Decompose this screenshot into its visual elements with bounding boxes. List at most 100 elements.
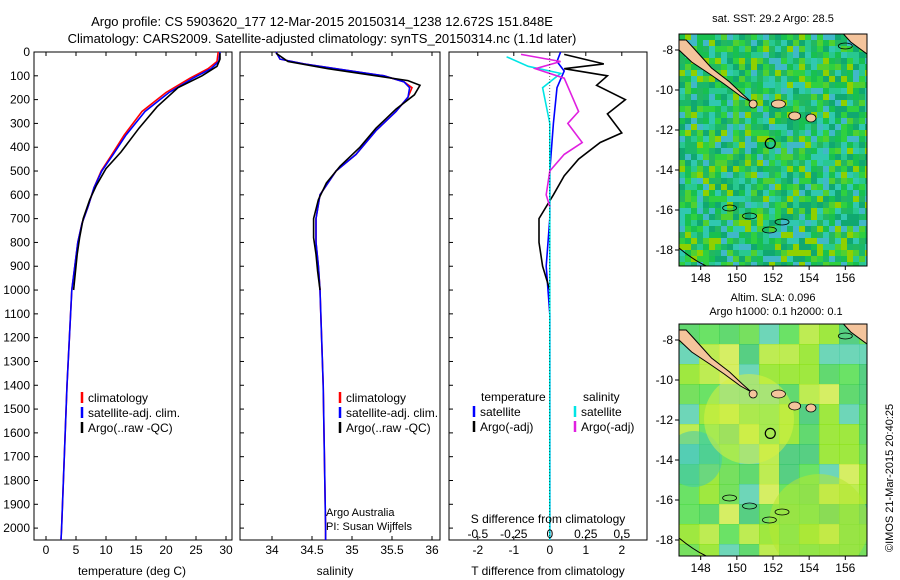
map-cell — [799, 40, 806, 47]
map-cell — [793, 40, 800, 47]
map-cell — [853, 154, 860, 161]
map-cell — [721, 34, 728, 41]
map-cell — [787, 184, 794, 191]
map-cell — [769, 208, 776, 215]
map-cell — [727, 76, 734, 83]
map-cell — [709, 124, 716, 131]
map-cell — [799, 82, 806, 89]
island — [788, 401, 802, 411]
map-cell — [679, 404, 700, 425]
map-cell — [853, 88, 860, 95]
map-cell — [819, 324, 840, 345]
map-cell — [835, 52, 842, 59]
map-cell — [691, 202, 698, 209]
y-tick-label: 1900 — [3, 497, 30, 511]
map-cell — [865, 250, 867, 257]
map-cell — [787, 244, 794, 251]
map-cell — [709, 238, 716, 245]
map-cell — [817, 244, 824, 251]
map-cell — [699, 364, 720, 385]
map-cell — [733, 238, 740, 245]
map-cell — [787, 118, 794, 125]
map-cell — [697, 142, 704, 149]
map-cell — [733, 52, 740, 59]
map-cell — [787, 64, 794, 71]
map-cell — [835, 190, 842, 197]
map-cell — [853, 106, 860, 113]
map-cell — [859, 130, 866, 137]
map-cell — [739, 178, 746, 185]
map-cell — [835, 82, 842, 89]
reef-outline — [742, 212, 757, 220]
map-cell — [775, 244, 782, 251]
map-cell — [679, 118, 686, 125]
map-cell — [769, 256, 776, 263]
map-cell — [811, 136, 818, 143]
map-cell — [817, 94, 824, 101]
map-cell — [805, 172, 812, 179]
map-cell — [751, 52, 758, 59]
credit-pi: PI: Susan Wijffels — [326, 521, 412, 533]
map-cell — [859, 166, 866, 173]
map-cell — [685, 64, 692, 71]
sdiff-xlabel: S difference from climatology — [471, 512, 626, 526]
map-cell — [805, 154, 812, 161]
map-cell — [781, 148, 788, 155]
map-cell — [859, 238, 866, 245]
map-cell — [703, 106, 710, 113]
map-cell — [841, 238, 848, 245]
map-cell — [697, 196, 704, 203]
map-cell — [757, 94, 764, 101]
map-cell — [733, 166, 740, 173]
map-cell — [829, 64, 836, 71]
map-cell — [757, 172, 764, 179]
map-cell — [853, 232, 860, 239]
map-cell — [769, 88, 776, 95]
map-cell — [805, 100, 812, 107]
map-cell — [847, 64, 854, 71]
map-cell — [745, 232, 752, 239]
map-cell — [787, 214, 794, 221]
map-cell — [763, 160, 770, 167]
map-cell — [733, 226, 740, 233]
map-cell — [847, 196, 854, 203]
argo-position-marker — [764, 427, 776, 439]
map-cell — [823, 130, 830, 137]
map-cell — [759, 464, 780, 485]
map-cell — [703, 208, 710, 215]
map-cell — [805, 94, 812, 101]
map-cell — [697, 226, 704, 233]
map-cell — [793, 106, 800, 113]
map-cell — [709, 76, 716, 83]
map-cell — [819, 444, 840, 465]
map-cell — [805, 136, 812, 143]
map-cell — [697, 154, 704, 161]
x-tick-label: 35.5 — [380, 543, 404, 557]
map-cell — [817, 190, 824, 197]
map-x-tick-label: 156 — [835, 561, 855, 575]
map-cell — [733, 106, 740, 113]
map-cell — [745, 172, 752, 179]
map-cell — [691, 94, 698, 101]
y-tick-label: 300 — [10, 116, 30, 130]
map-cell — [859, 118, 866, 125]
map-cell — [715, 112, 722, 119]
map-cell — [769, 226, 776, 233]
map-cell — [805, 232, 812, 239]
map-cell — [739, 64, 746, 71]
x-tick-label: 34 — [265, 543, 279, 557]
temperature-panel: 0 5 10 15 20 25 300100200300400500600700800900… — [3, 45, 233, 557]
map-cell — [835, 34, 842, 41]
map-cell — [751, 58, 758, 65]
map-cell — [811, 100, 818, 107]
map-cell — [865, 112, 867, 119]
map-cell — [769, 82, 776, 89]
map-cell — [739, 232, 746, 239]
map-cell — [679, 58, 686, 65]
map-cell — [793, 76, 800, 83]
map-cell — [763, 118, 770, 125]
map-cell — [799, 130, 806, 137]
map-cell — [745, 136, 752, 143]
map-cell — [853, 166, 860, 173]
